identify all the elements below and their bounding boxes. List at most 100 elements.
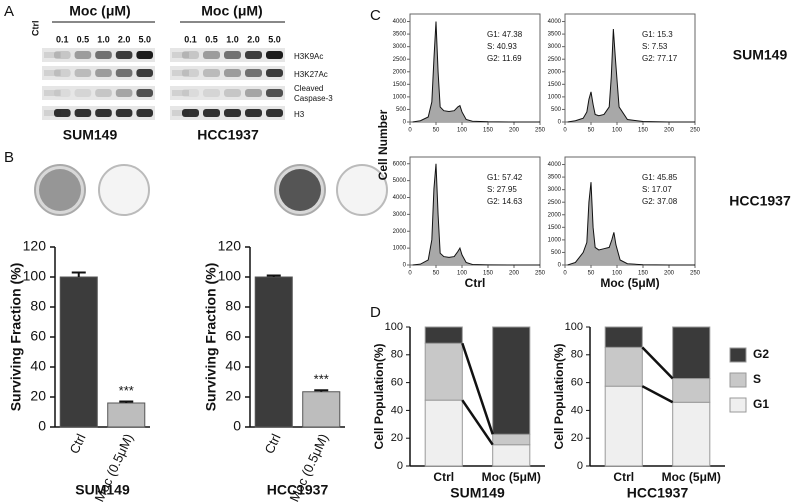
y-tick-label: 80: [571, 349, 583, 361]
connector: [641, 385, 674, 404]
blot-concentration: 1.0: [97, 34, 110, 44]
y-tick-label: 2500: [548, 57, 562, 63]
blot-row-label: H3K27Ac: [294, 70, 328, 79]
blot-band: [54, 69, 71, 77]
y-tick-label: 4000: [393, 19, 407, 25]
blot-ctrl: Ctrl: [30, 21, 40, 37]
bar-segment: [492, 433, 531, 446]
legend-swatch: [729, 372, 747, 388]
y-tick-label: 2500: [548, 200, 562, 206]
y-axis-label: Cell Population(%): [372, 344, 386, 450]
y-tick-label: 2000: [393, 69, 407, 75]
x-tick-label: Moc (5μM): [662, 470, 721, 484]
y-tick-label: 40: [571, 404, 583, 416]
y-tick-label: 3500: [393, 32, 407, 38]
panel-label: B: [4, 149, 14, 166]
histogram-curve: [412, 163, 540, 266]
x-tick-label: Moc (5μM): [482, 470, 541, 484]
blot-band: [54, 51, 71, 59]
x-tick-label: 100: [612, 271, 623, 277]
y-tick-label: 0: [577, 460, 583, 472]
cell-cycle-stat: G2: 14.63: [487, 197, 523, 206]
blot-band: [266, 109, 283, 117]
blot-band: [74, 109, 92, 117]
y-tick-label: 500: [551, 250, 562, 256]
y-tick-label: 3000: [393, 212, 407, 218]
y-tick-label: 4000: [548, 162, 562, 168]
blot-band: [44, 110, 61, 116]
annotation: ***: [119, 383, 134, 398]
x-tick-label: 150: [638, 271, 649, 277]
x-tick-label: 200: [509, 128, 520, 134]
blot-concentration: 5.0: [268, 34, 281, 44]
blot-band: [136, 51, 153, 59]
flow-row-label: SUM149: [733, 47, 788, 63]
blot-band: [44, 90, 61, 96]
x-tick-label: Ctrl: [66, 431, 88, 456]
y-tick-label: 80: [225, 298, 241, 314]
legend-label: S: [753, 372, 761, 386]
x-tick-label: 100: [457, 271, 468, 277]
blot-band: [182, 89, 199, 97]
bar-segment: [424, 342, 463, 401]
cell-cycle-stat: S: 27.95: [487, 185, 517, 194]
y-tick-label: 100: [218, 268, 242, 284]
y-tick-label: 120: [23, 238, 47, 254]
y-tick-label: 0: [233, 418, 241, 434]
bar: [107, 402, 146, 428]
x-tick-label: 200: [664, 271, 675, 277]
cell-cycle-stat: G1: 15.3: [642, 30, 673, 39]
y-tick-label: 6000: [393, 161, 407, 167]
blot-band: [203, 109, 220, 117]
cell-cycle-stat: G1: 47.38: [487, 30, 523, 39]
x-tick-label: 0: [408, 271, 412, 277]
blot-band: [182, 51, 199, 59]
flow-column-label: Ctrl: [465, 276, 486, 290]
y-tick-label: 3500: [548, 32, 562, 38]
y-tick-label: 500: [551, 107, 562, 113]
blot-band: [74, 51, 92, 59]
blot-band: [136, 109, 153, 117]
blot-band: [115, 109, 133, 117]
blot-band: [224, 89, 241, 97]
histogram-curve: [567, 182, 695, 266]
error-bar: [266, 274, 281, 277]
blot-band: [203, 69, 220, 77]
y-tick-label: 80: [30, 298, 46, 314]
blot-band: [203, 89, 220, 97]
y-tick-label: 2500: [393, 57, 407, 63]
blot-band: [136, 69, 153, 77]
blot-band: [44, 52, 61, 58]
y-tick-label: 3000: [548, 187, 562, 193]
bar: [302, 391, 341, 428]
y-tick-label: 1500: [393, 82, 407, 88]
cell-cycle-stat: S: 17.07: [642, 185, 672, 194]
histogram-area: [567, 29, 695, 123]
x-tick-label: 50: [433, 128, 440, 134]
blot-row-label: Caspase-3: [294, 94, 333, 103]
y-tick-label: 100: [385, 321, 403, 333]
y-tick-label: 3000: [393, 44, 407, 50]
y-tick-label: 4000: [548, 19, 562, 25]
blot-band: [172, 110, 189, 116]
bar: [59, 276, 98, 428]
y-tick-label: 0: [558, 120, 562, 126]
x-tick-label: 150: [483, 271, 494, 277]
chart-title: HCC1937: [267, 482, 329, 498]
plot-frame: [564, 13, 696, 123]
y-axis-label: Surviving Fraction (%): [8, 263, 24, 412]
y-tick-label: 1500: [548, 225, 562, 231]
blot-band: [245, 69, 262, 77]
histogram-area: [567, 182, 695, 265]
blot-band: [136, 89, 153, 97]
y-tick-label: 4000: [393, 195, 407, 201]
y-tick-label: 120: [218, 238, 242, 254]
x-tick-label: 250: [690, 271, 701, 277]
x-tick-label: 150: [483, 128, 494, 134]
blot-concentration: 1.0: [226, 34, 239, 44]
blot-band: [44, 70, 61, 76]
x-tick-label: Ctrl: [433, 470, 454, 484]
blot-header: Moc (μM): [69, 3, 130, 19]
blot-header: Moc (μM): [201, 3, 262, 19]
x-tick-label: 50: [433, 271, 440, 277]
